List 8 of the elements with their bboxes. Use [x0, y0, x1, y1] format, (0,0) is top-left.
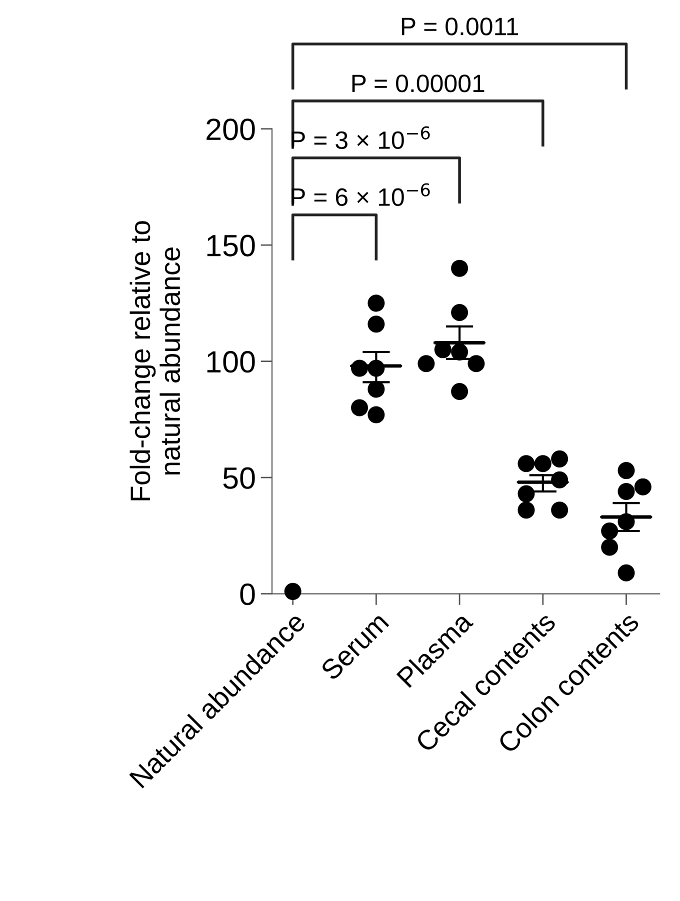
y-tick-label: 100: [207, 351, 255, 373]
y-tick-label: 0: [240, 583, 255, 606]
y-axis-title: Fold-change relative to natural abundance: [130, 221, 180, 500]
text: P = 0.0011: [402, 18, 518, 36]
y-tick-label: 50: [223, 467, 255, 489]
y-tick-label: 200: [206, 118, 255, 140]
text: P = 0.00001: [352, 74, 484, 92]
y-tick-label: 150: [207, 234, 255, 256]
